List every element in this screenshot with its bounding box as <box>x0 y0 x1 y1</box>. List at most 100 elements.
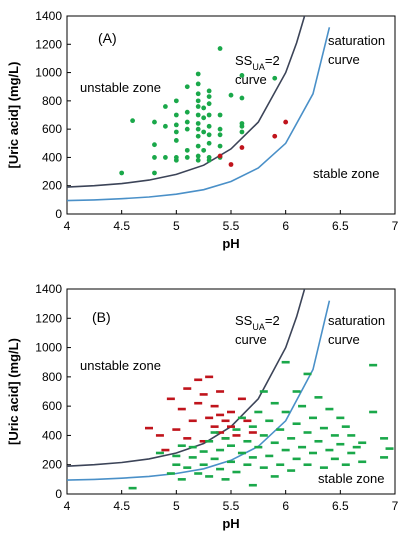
green-data-point <box>281 410 290 414</box>
green-data-point <box>173 138 179 143</box>
green-data-point <box>237 451 246 455</box>
x-tick-label: 4.5 <box>113 219 130 233</box>
red-data-point <box>166 397 175 401</box>
green-data-point <box>272 75 278 81</box>
green-data-point <box>281 360 290 364</box>
y-axis-label: [Uric acid] (mg/L) <box>6 62 21 169</box>
green-data-point <box>358 441 367 445</box>
red-data-point <box>237 397 246 401</box>
green-data-point <box>341 425 350 428</box>
red-data-point <box>155 434 164 437</box>
x-tick-label: 4 <box>64 499 71 513</box>
green-data-point <box>292 422 301 426</box>
saturation-curve <box>67 27 331 202</box>
green-data-point <box>287 469 296 472</box>
green-data-point <box>173 98 179 104</box>
green-data-point <box>195 126 201 132</box>
green-data-point <box>227 444 235 447</box>
unstable-zone-label: unstable zone <box>80 358 161 373</box>
ss-curve-label-line1: SSUA=2 <box>235 53 280 72</box>
green-data-point <box>195 143 201 149</box>
green-data-point <box>195 98 201 104</box>
red-data-point <box>216 431 225 434</box>
green-data-point <box>195 121 201 126</box>
green-data-point <box>205 475 214 478</box>
red-data-point <box>210 425 219 428</box>
red-data-point <box>283 119 289 125</box>
green-data-point <box>183 466 192 469</box>
green-data-point <box>173 129 179 135</box>
stable-zone-label: stable zone <box>313 166 380 181</box>
green-data-point <box>228 92 234 98</box>
ss-value: =2 <box>265 53 280 68</box>
green-data-point <box>152 119 157 125</box>
y-tick-label: 1000 <box>35 341 62 355</box>
green-data-point <box>206 132 212 138</box>
green-data-point <box>206 123 212 129</box>
green-data-point <box>243 439 252 443</box>
red-data-point <box>227 425 235 428</box>
red-data-point <box>248 431 257 434</box>
green-data-point <box>281 448 290 452</box>
y-tick-label: 0 <box>55 207 62 221</box>
green-data-point <box>199 463 208 467</box>
green-data-point <box>325 407 334 411</box>
green-data-point <box>152 170 157 176</box>
red-data-point <box>221 419 230 423</box>
y-tick-label: 800 <box>42 94 62 108</box>
red-data-point <box>239 145 245 150</box>
x-tick-label: 6.5 <box>332 219 349 233</box>
green-data-point <box>276 428 285 431</box>
x-tick-label: 5.5 <box>223 219 240 233</box>
x-axis-label: pH <box>222 516 239 531</box>
green-data-point <box>227 460 235 464</box>
green-data-point <box>309 416 317 420</box>
green-data-point <box>210 457 219 461</box>
green-data-point <box>195 153 201 159</box>
y-axis-label: [Uric acid] (mg/L) <box>6 338 21 445</box>
green-data-point <box>239 129 245 135</box>
green-data-point <box>239 121 245 126</box>
red-data-point <box>272 133 278 139</box>
y-tick-label: 1000 <box>35 66 62 80</box>
green-data-point <box>173 155 179 160</box>
green-data-point <box>184 119 190 125</box>
green-data-point <box>206 88 212 94</box>
green-data-point <box>195 91 201 97</box>
ss-curve-label-line1: SSUA=2 <box>235 313 280 332</box>
green-data-point <box>292 390 301 393</box>
green-data-point <box>336 442 345 446</box>
red-data-point <box>194 401 203 405</box>
green-data-point <box>201 147 207 153</box>
x-tick-label: 6 <box>282 499 289 513</box>
green-data-point <box>248 483 257 487</box>
green-data-point <box>239 95 245 101</box>
green-data-point <box>237 416 246 420</box>
green-data-point <box>128 486 137 490</box>
green-data-point <box>205 439 214 443</box>
ss-subscript: UA <box>252 322 265 332</box>
green-data-point <box>119 170 125 176</box>
y-tick-label: 1400 <box>35 282 62 296</box>
green-data-point <box>195 71 201 77</box>
green-data-point <box>201 129 207 135</box>
green-data-point <box>201 115 207 121</box>
green-data-point <box>195 157 201 163</box>
green-data-point <box>163 104 168 109</box>
ss-curve-label-line2: curve <box>235 72 267 87</box>
green-data-point <box>298 445 307 449</box>
green-data-point <box>206 101 212 107</box>
y-tick-label: 200 <box>42 179 62 193</box>
green-data-point <box>298 404 307 408</box>
saturation-curve-label-line2: curve <box>328 52 360 67</box>
red-data-point <box>194 378 203 382</box>
green-data-point <box>270 401 279 405</box>
green-data-point <box>248 425 257 428</box>
green-data-point <box>259 390 268 393</box>
x-tick-label: 6.5 <box>332 499 349 513</box>
green-data-point <box>206 94 212 100</box>
green-data-point <box>217 143 223 149</box>
green-data-point <box>369 410 378 414</box>
ss-subscript: UA <box>252 62 265 72</box>
red-data-point <box>216 390 225 393</box>
